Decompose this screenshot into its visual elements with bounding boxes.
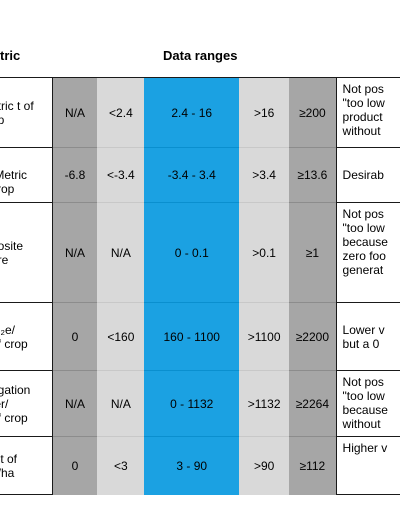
metric-text: crop (0, 182, 15, 196)
note-text: "too low (342, 221, 385, 235)
metric-text: ter/ (0, 396, 9, 411)
note-cell: Lower v but a 0 (335, 302, 400, 371)
note-text: without (342, 417, 381, 431)
range-cell-light: N/A (97, 202, 145, 303)
range-cell-light: <3 (97, 436, 145, 495)
note-cell: Higher v (335, 436, 400, 495)
range-cell-light: N/A (97, 370, 145, 437)
note-cell: Not pos "too low because without (335, 370, 400, 437)
metric-cell: c t ofo/ha (0, 436, 53, 495)
note-text: Higher v (342, 441, 388, 455)
metric-text: rigation (0, 382, 31, 397)
range-cell-dark: -6.8 (52, 147, 98, 203)
metric-text: ore (0, 252, 9, 267)
range-cell-target: 2.4 - 16 (144, 77, 240, 148)
note-text: Lower v (342, 322, 385, 337)
range-cell-dark: N/A (52, 202, 98, 303)
note-text: Not pos (342, 207, 384, 221)
note-text: Desirab (342, 168, 384, 182)
metric-cell: O₂e/of crop (0, 302, 53, 371)
metric-text: O₂e/ (0, 322, 15, 337)
range-cell-target: -3.4 - 3.4 (144, 147, 240, 203)
range-cell-dark: N/A (52, 370, 98, 437)
metric-text: P (0, 154, 43, 168)
range-cell-light: >3.4 (239, 147, 290, 203)
range-cell-dark: ≥2264 (289, 370, 337, 437)
range-cell-light: >0.1 (239, 202, 290, 303)
note-text: without (342, 124, 381, 138)
metric-column-header: tric (0, 48, 21, 63)
range-cell-target: 3 - 90 (144, 436, 240, 495)
range-cell-dark: ≥1 (289, 202, 337, 303)
range-cell-light: <-3.4 (97, 147, 145, 203)
metric-text: op (0, 113, 43, 127)
range-cell-target: 0 - 0.1 (144, 202, 240, 303)
metric-text: of crop (0, 410, 28, 425)
note-text: zero foo (342, 249, 386, 263)
range-cell-light: >90 (239, 436, 290, 495)
metric-text: /Metric (0, 168, 27, 182)
note-cell: Not pos "too low product without (335, 77, 400, 148)
metric-text: o/ha (0, 465, 15, 480)
metric-cell: rigationter/of crop (0, 370, 53, 437)
note-text: "too low (342, 96, 385, 110)
metric-text: c t of (0, 451, 18, 466)
range-cell-light: >1100 (239, 302, 290, 371)
range-cell-dark: ≥13.6 (289, 147, 337, 203)
range-cell-dark: 0 (52, 302, 98, 371)
note-text: "too low (342, 389, 385, 403)
metric-cell: etric t ofop (0, 77, 53, 148)
range-cell-target: 160 - 1100 (144, 302, 240, 371)
metric-text: posite (0, 238, 24, 253)
note-cell: Not pos "too low because zero foo generat (335, 202, 400, 303)
range-cell-light: >1132 (239, 370, 290, 437)
note-text: Not pos (342, 82, 384, 96)
range-cell-dark: ≥112 (289, 436, 337, 495)
metric-text: of crop (0, 336, 28, 351)
note-cell: Desirab (335, 147, 400, 203)
metric-text: etric t of (0, 98, 34, 113)
range-cell-light: >16 (239, 77, 290, 148)
range-cell-target: 0 - 1132 (144, 370, 240, 437)
note-text: because (342, 235, 388, 249)
note-text: because (342, 403, 388, 417)
range-cell-light: <160 (97, 302, 145, 371)
table-row: P/Metriccrop-6.8<-3.4-3.4 - 3.4>3.4≥13.6… (0, 147, 400, 203)
data-ranges-header: Data ranges (163, 48, 238, 63)
note-text: generat (342, 263, 384, 277)
range-cell-light: <2.4 (97, 77, 145, 148)
range-cell-dark: ≥2200 (289, 302, 337, 371)
note-text: but a 0 (342, 336, 380, 351)
metric-cell: positeore (0, 202, 53, 303)
note-text: product (342, 110, 383, 124)
note-text: Not pos (342, 375, 384, 389)
metric-cell: P/Metriccrop (0, 147, 53, 203)
range-cell-dark: N/A (52, 77, 98, 148)
range-cell-dark: ≥200 (289, 77, 337, 148)
range-cell-dark: 0 (52, 436, 98, 495)
